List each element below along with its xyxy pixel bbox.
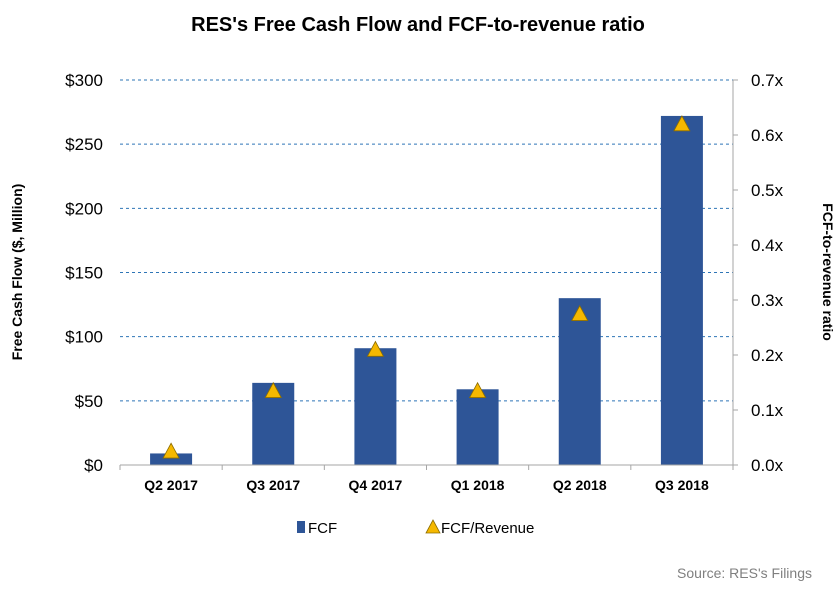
y-tick-label: $50 bbox=[75, 392, 103, 411]
chart-title: RES's Free Cash Flow and FCF-to-revenue … bbox=[191, 14, 645, 36]
bar-fcf bbox=[558, 298, 601, 465]
axes bbox=[119, 80, 734, 470]
bar-fcf bbox=[354, 348, 397, 465]
y2-axis-title: FCF-to-revenue ratio bbox=[820, 203, 836, 341]
legend-fcf-label: FCF bbox=[308, 520, 337, 537]
x-category-label: Q3 2017 bbox=[246, 477, 300, 493]
y2-tick-label: 0.5x bbox=[751, 181, 784, 200]
x-category-label: Q3 2018 bbox=[655, 477, 709, 493]
y2-tick-label: 0.1x bbox=[751, 401, 784, 420]
x-category-label: Q4 2017 bbox=[349, 477, 403, 493]
ratio-marker bbox=[571, 304, 589, 321]
bars bbox=[150, 115, 703, 465]
y-tick-label: $300 bbox=[65, 71, 103, 90]
bar-fcf bbox=[660, 115, 703, 465]
ratio-markers bbox=[162, 115, 691, 459]
legend-ratio-swatch bbox=[425, 519, 441, 534]
category-labels: Q2 2017 Q3 2017 Q4 2017 Q1 2018 Q2 2018 Q3 20… bbox=[144, 477, 709, 493]
gridlines bbox=[120, 79, 733, 402]
y-tick-label: $100 bbox=[65, 328, 103, 347]
x-category-label: Q2 2017 bbox=[144, 477, 198, 493]
left-axis-ticks: $0 $50 $100 $150 $200 $250 $300 bbox=[65, 71, 103, 475]
x-category-label: Q2 2018 bbox=[553, 477, 607, 493]
ratio-marker bbox=[264, 381, 282, 398]
ratio-marker bbox=[162, 442, 180, 459]
y2-tick-label: 0.3x bbox=[751, 291, 784, 310]
legend: FCF FCF/Revenue bbox=[297, 519, 534, 537]
y2-tick-label: 0.7x bbox=[751, 71, 784, 90]
y-tick-label: $150 bbox=[65, 264, 103, 283]
y2-tick-label: 0.2x bbox=[751, 346, 784, 365]
ratio-marker bbox=[366, 340, 385, 357]
right-axis-ticks: 0.0x 0.1x 0.2x 0.3x 0.4x 0.5x 0.6x 0.7x bbox=[733, 71, 784, 475]
y-tick-label: $0 bbox=[84, 456, 103, 475]
source-note: Source: RES's Filings bbox=[677, 565, 812, 581]
legend-fcf-swatch bbox=[297, 521, 305, 533]
y-tick-label: $200 bbox=[65, 199, 103, 218]
ratio-marker bbox=[468, 381, 487, 398]
x-category-label: Q1 2018 bbox=[451, 477, 505, 493]
y-tick-label: $250 bbox=[65, 135, 103, 154]
bar-fcf bbox=[456, 389, 499, 465]
y2-tick-label: 0.4x bbox=[751, 236, 784, 255]
y2-tick-label: 0.6x bbox=[751, 126, 784, 145]
y2-tick-label: 0.0x bbox=[751, 456, 784, 475]
legend-ratio-label: FCF/Revenue bbox=[441, 520, 534, 537]
bar-fcf bbox=[150, 453, 193, 465]
ratio-marker bbox=[673, 115, 691, 132]
y-axis-title: Free Cash Flow ($, Million) bbox=[9, 184, 25, 361]
